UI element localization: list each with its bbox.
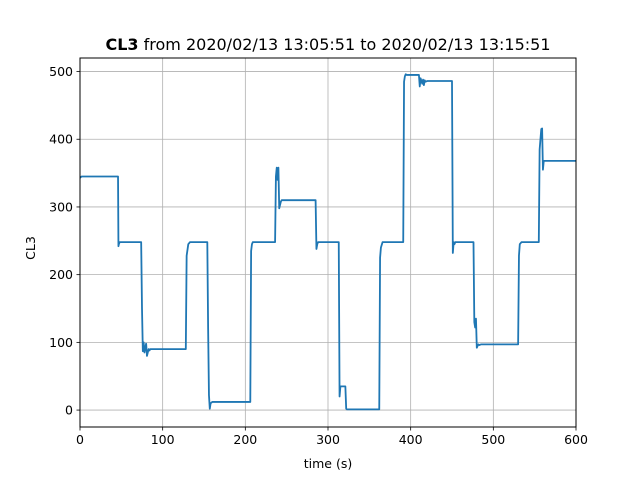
y-tick-label: 200 — [49, 267, 73, 282]
x-axis-label: time (s) — [304, 456, 352, 471]
x-tick-label: 0 — [76, 432, 84, 447]
chart-title-bold: CL3 — [105, 35, 138, 54]
y-tick-label: 400 — [49, 132, 73, 147]
x-tick-label: 400 — [399, 432, 423, 447]
grid-lines — [79, 58, 577, 427]
x-tick-label: 300 — [316, 432, 340, 447]
y-tick-label: 0 — [65, 403, 73, 418]
x-tick-label: 500 — [481, 432, 505, 447]
y-axis: 0 100 200 300 400 500 — [49, 64, 80, 418]
series-layer — [79, 73, 576, 411]
x-tick-label: 600 — [564, 432, 588, 447]
series-line — [79, 73, 576, 411]
y-tick-label: 500 — [49, 64, 73, 79]
x-axis: 0 100 200 300 400 500 600 — [76, 427, 588, 447]
chart-title: CL3 from 2020/02/13 13:05:51 to 2020/02/… — [105, 35, 550, 54]
chart-title-rest: from 2020/02/13 13:05:51 to 2020/02/13 1… — [139, 35, 551, 54]
x-tick-label: 200 — [233, 432, 257, 447]
y-tick-label: 100 — [49, 335, 73, 350]
y-axis-label: CL3 — [23, 236, 38, 260]
x-tick-label: 100 — [151, 432, 175, 447]
y-tick-label: 300 — [49, 199, 73, 214]
